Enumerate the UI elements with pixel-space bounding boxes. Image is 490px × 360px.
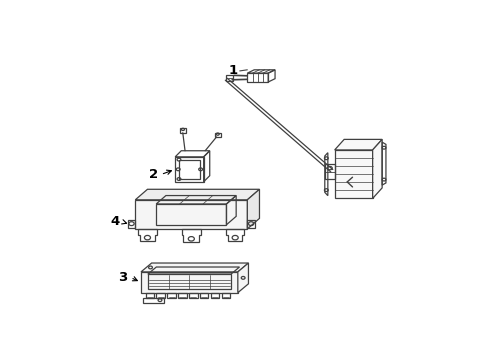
Text: 2: 2 bbox=[149, 168, 158, 181]
Polygon shape bbox=[335, 139, 382, 150]
Polygon shape bbox=[135, 200, 247, 229]
Polygon shape bbox=[335, 150, 372, 198]
Text: 3: 3 bbox=[119, 271, 128, 284]
Text: 1: 1 bbox=[229, 64, 238, 77]
Polygon shape bbox=[238, 263, 248, 293]
Polygon shape bbox=[372, 139, 382, 198]
Polygon shape bbox=[247, 189, 260, 229]
Text: 4: 4 bbox=[111, 216, 120, 229]
Polygon shape bbox=[141, 263, 248, 272]
Polygon shape bbox=[135, 189, 260, 200]
Polygon shape bbox=[141, 272, 238, 293]
